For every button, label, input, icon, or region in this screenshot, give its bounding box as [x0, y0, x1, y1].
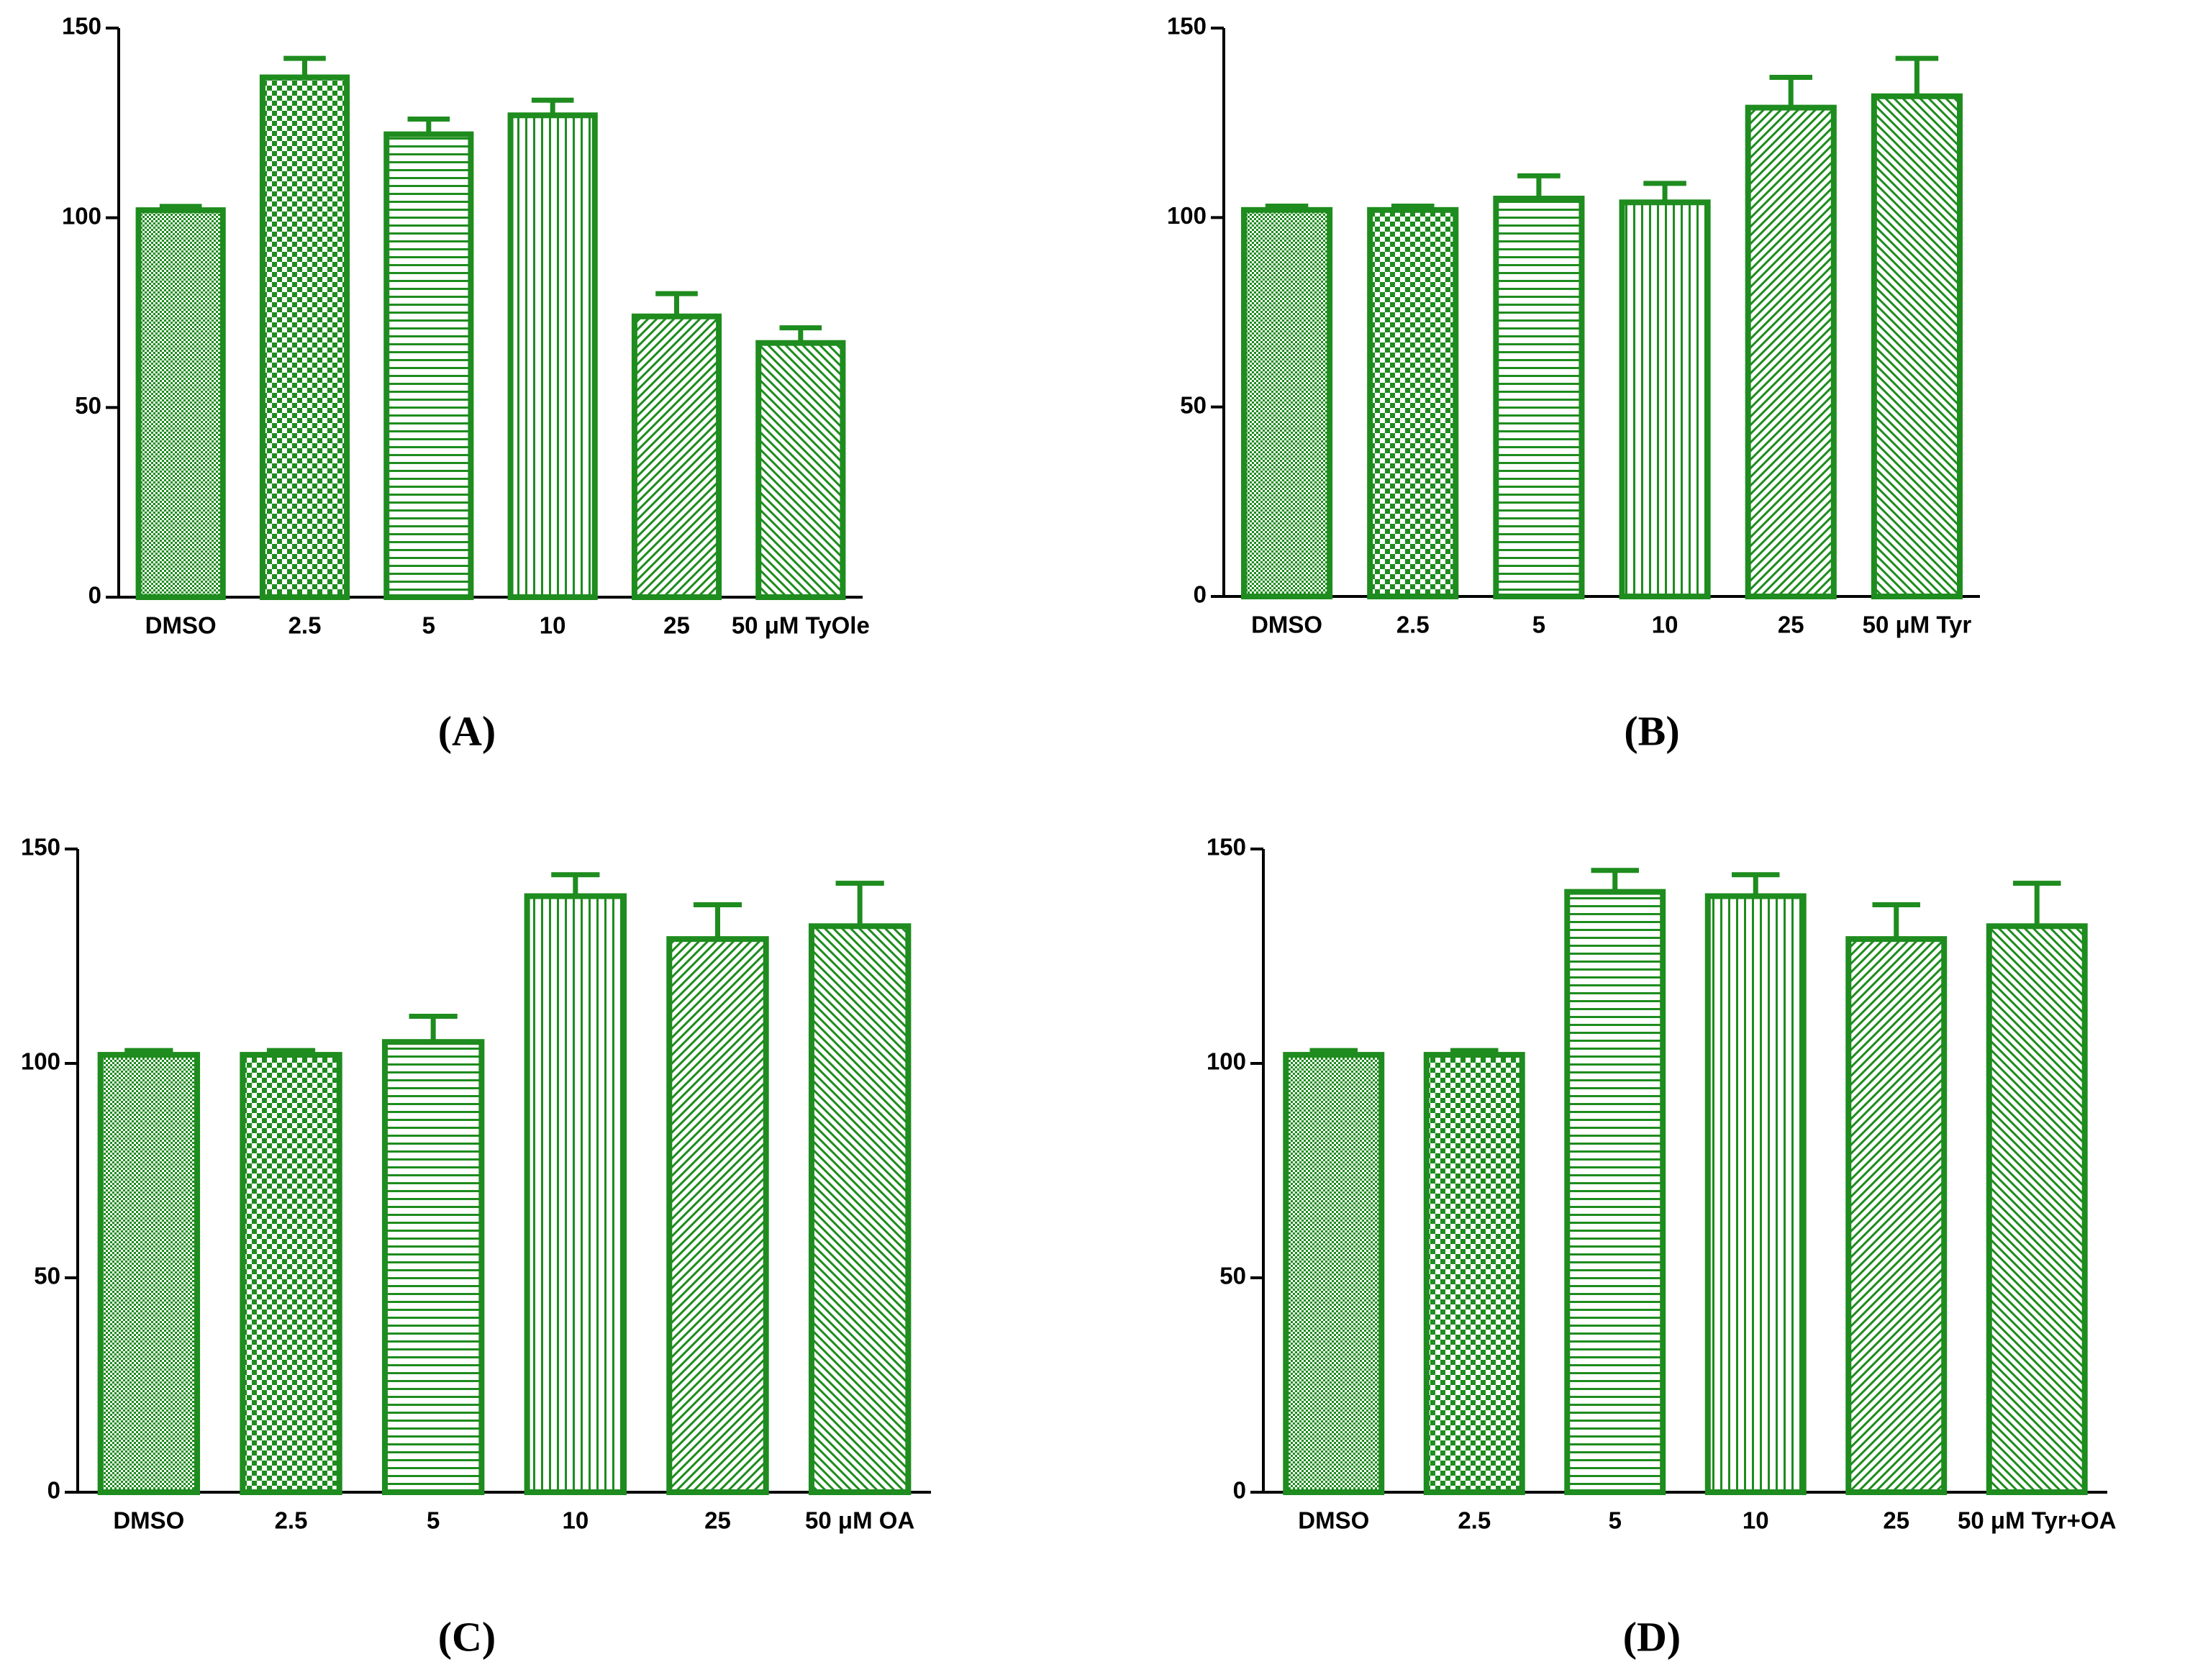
y-tick-label: 150 [1167, 13, 1207, 40]
x-tick-label: 25 [1883, 1507, 1909, 1534]
x-tick-label: DMSO [1298, 1507, 1369, 1534]
error-bar [2013, 881, 2061, 927]
bar [524, 893, 627, 1496]
x-tick-label: DMSO [145, 612, 217, 639]
x-tick-label: 5 [1609, 1507, 1622, 1534]
y-tick-label: 100 [1207, 1048, 1246, 1075]
error-bar [1517, 173, 1560, 199]
y-tick-label: 50 [1180, 391, 1207, 418]
error-bar [1895, 55, 1939, 96]
x-tick-label: 50 μM Tyr+OA [1958, 1507, 2116, 1534]
error-bar [1872, 902, 1920, 940]
x-tick-label: 50 μM Tyr [1863, 612, 1972, 638]
x-tick-label: 10 [562, 1507, 589, 1534]
bar [97, 1052, 201, 1495]
bar [755, 340, 846, 600]
bar [381, 1039, 485, 1495]
bar [1986, 923, 2088, 1495]
bar [1704, 893, 1807, 1496]
y-tick-label: 150 [21, 834, 60, 861]
bar [808, 923, 912, 1495]
x-tick-label: 25 [663, 612, 690, 639]
bar [1871, 93, 1963, 600]
bar [1283, 1052, 1385, 1495]
bar [135, 207, 226, 600]
x-tick-label: 2.5 [1458, 1507, 1491, 1534]
panel-label: (C) [438, 1613, 496, 1660]
bar [383, 131, 474, 601]
bar [240, 1052, 342, 1495]
x-tick-label: 2.5 [275, 1507, 308, 1534]
x-tick-label: DMSO [113, 1507, 184, 1534]
y-tick-label: 0 [88, 582, 101, 609]
error-bar [1591, 868, 1639, 892]
error-bar [693, 902, 742, 940]
x-tick-label: 5 [422, 612, 435, 639]
x-tick-label: 50 μM TyOle [732, 612, 870, 639]
x-tick-label: 25 [1778, 612, 1804, 638]
x-tick-label: 50 μM OA [805, 1507, 914, 1534]
y-tick-label: 100 [21, 1048, 60, 1075]
x-tick-label: 5 [427, 1507, 440, 1534]
error-bar [655, 291, 698, 317]
x-tick-label: 5 [1532, 612, 1545, 638]
bar [1619, 199, 1711, 599]
x-tick-label: DMSO [1251, 612, 1322, 638]
bar [507, 112, 598, 600]
error-bar [409, 1013, 458, 1043]
error-bar [551, 872, 600, 896]
bar [1845, 936, 1948, 1496]
error-bar [1643, 181, 1686, 203]
error-bar [1732, 872, 1780, 896]
bar [1564, 889, 1666, 1495]
y-tick-label: 50 [1219, 1263, 1246, 1289]
bar [1241, 206, 1333, 599]
x-tick-label: 10 [1652, 612, 1678, 638]
bar [631, 313, 722, 600]
y-tick-label: 0 [1233, 1477, 1246, 1504]
y-tick-label: 100 [62, 202, 101, 229]
y-tick-label: 0 [47, 1477, 60, 1504]
y-tick-label: 50 [75, 392, 101, 419]
x-tick-label: 25 [704, 1507, 731, 1534]
panel-label: (D) [1623, 1613, 1681, 1660]
bar [1493, 196, 1585, 599]
y-tick-label: 50 [34, 1263, 60, 1289]
x-tick-label: 2.5 [1396, 612, 1430, 638]
error-bar [283, 55, 326, 78]
panel-label: (A) [438, 707, 496, 754]
y-tick-label: 0 [1194, 581, 1207, 608]
x-tick-label: 2.5 [289, 612, 322, 639]
bar [1367, 206, 1459, 599]
y-tick-label: 150 [62, 13, 101, 40]
bar [1745, 104, 1837, 600]
bar [259, 74, 350, 600]
error-bar [1769, 74, 1813, 108]
x-tick-label: 10 [1743, 1507, 1769, 1534]
panel-label: (B) [1624, 707, 1679, 754]
bar [1423, 1052, 1525, 1495]
bar [666, 936, 769, 1496]
y-tick-label: 150 [1207, 834, 1246, 861]
x-tick-label: 10 [540, 612, 566, 639]
y-tick-label: 100 [1167, 202, 1207, 229]
error-bar [835, 881, 884, 927]
